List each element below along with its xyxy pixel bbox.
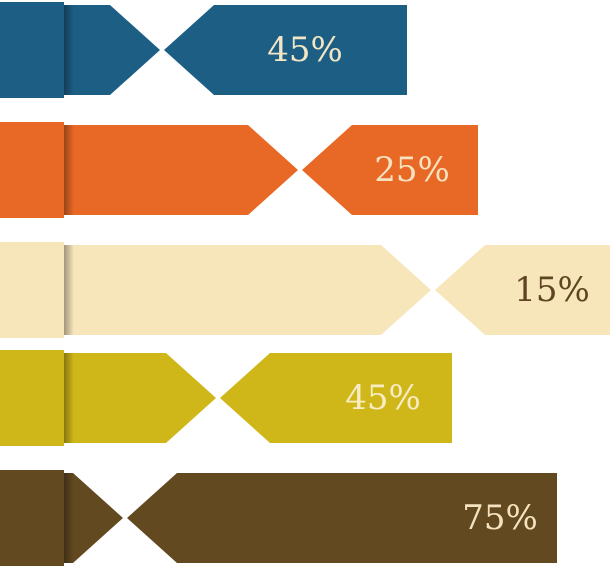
- ribbon-left: [64, 125, 298, 215]
- ribbon-label: 15%: [514, 270, 590, 310]
- ribbon-label: 25%: [374, 150, 450, 190]
- ribbon-right: [302, 125, 478, 215]
- ribbon-right: [127, 473, 557, 563]
- ribbon-right: [220, 353, 452, 443]
- ribbon-right: [164, 5, 407, 95]
- ribbon-tab: [0, 350, 64, 446]
- ribbon-right: [435, 245, 610, 335]
- tab-shadow: [64, 5, 74, 95]
- tab-shadow: [64, 125, 74, 215]
- ribbon-left: [64, 353, 216, 443]
- tab-shadow: [64, 473, 74, 563]
- tab-shadow: [64, 245, 74, 335]
- tab-shadow: [64, 353, 74, 443]
- ribbon-tab: [0, 470, 64, 566]
- ribbon-left: [64, 5, 160, 95]
- ribbon: 15%: [0, 242, 610, 338]
- ribbon-tab: [0, 122, 64, 218]
- ribbon: 75%: [0, 470, 557, 566]
- ribbon-label: 45%: [345, 378, 421, 418]
- ribbon-label: 45%: [267, 30, 343, 70]
- ribbon-tab: [0, 242, 64, 338]
- ribbon-left: [64, 473, 123, 563]
- ribbon-tab: [0, 2, 64, 98]
- ribbon: 45%: [0, 2, 407, 98]
- ribbon: 25%: [0, 122, 478, 218]
- ribbon-left: [64, 245, 431, 335]
- ribbon-label: 75%: [462, 498, 538, 538]
- ribbon: 45%: [0, 350, 452, 446]
